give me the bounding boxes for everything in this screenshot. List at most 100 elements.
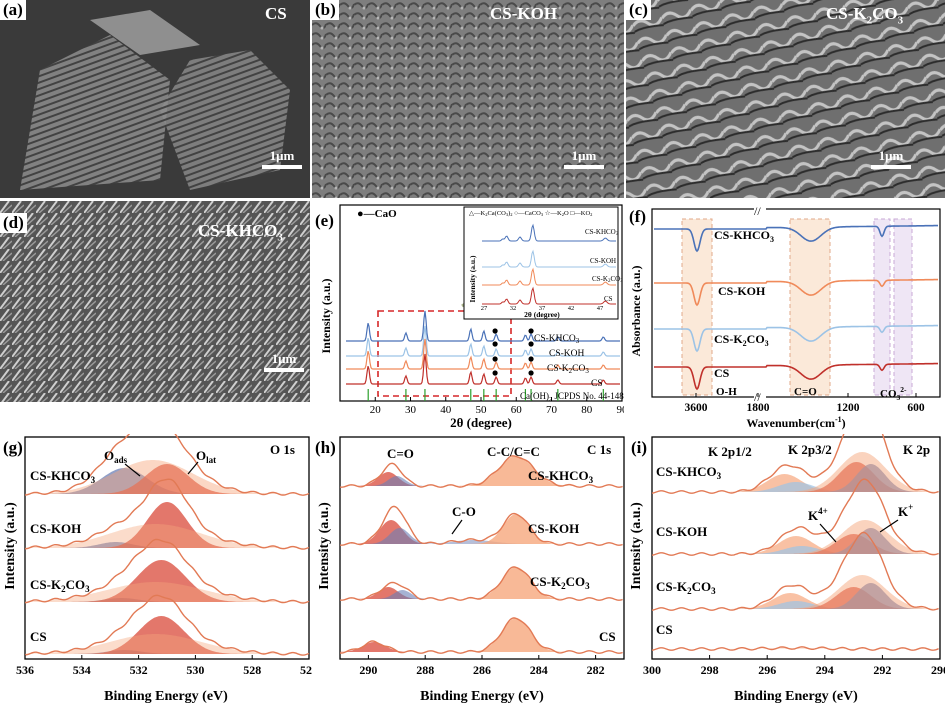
xps-iPlot-comp-2-4 <box>652 575 940 609</box>
xps-hTicks-tick-label-288: 288 <box>416 663 434 677</box>
inset-label-khco3: CS-KHCO3 <box>585 228 619 237</box>
ftir-tick-label-1800: 1800 <box>747 402 770 414</box>
panel-label-g: (g) <box>3 438 23 457</box>
ftir-band-co3b <box>893 218 913 396</box>
xps-c1s-chart: C 1s C=O C-C/C=C C-O CS-KHCO3 CS-KOH CS-… <box>317 436 625 704</box>
c1s-x-ticks: 290 288 286 284 282 <box>359 655 605 677</box>
scale-text-d: 1μm <box>271 351 297 366</box>
xps-gPlot-envelope-2 <box>24 538 310 604</box>
ftir-frame <box>651 208 941 398</box>
xrd-label-koh: CS-KOH <box>549 349 585 359</box>
inset-tick-32: 32 <box>510 305 517 312</box>
annot-olat-arrow <box>187 461 199 475</box>
sem-title-c-main: CS-K <box>826 4 867 23</box>
xps-hTicks-tick-label-286: 286 <box>473 663 491 677</box>
sem-panel-a: (a) CS 1μm <box>0 0 310 198</box>
xrd-tick-label-30: 30 <box>405 404 417 416</box>
axis-break-top <box>754 205 766 217</box>
ftir-panel-f: // // CS-KHCO3 CS-KOH CS-K2CO3 CS O-H C=… <box>626 201 945 431</box>
xps-gPlot-comp-2-1 <box>25 560 309 602</box>
o1s-label-cs: CS <box>30 629 47 644</box>
o1s-xlabel: Binding Energy (eV) <box>104 689 228 704</box>
xps-iPlot-comp-1-0 <box>652 536 940 554</box>
xrd-cao-dot-3-0 <box>492 370 498 376</box>
k2p-series-group <box>651 434 940 651</box>
xps-iPlot-envelope-3 <box>651 646 939 651</box>
xrd-reference-label: Ca(OH)2 JCPDS No. 44-1481 <box>520 391 624 403</box>
xps-iPlot-comp-0-4 <box>652 452 940 492</box>
k2p-xlabel: Binding Energy (eV) <box>734 689 858 704</box>
xps-iTicks-tick-label-294: 294 <box>816 663 834 677</box>
inset-label-koh: CS-KOH <box>590 257 616 265</box>
annot-k12: K 2p1/2 <box>708 444 752 459</box>
xps-iTicks-tick-label-300: 300 <box>643 663 661 677</box>
xps-panel-i: K 2p K 2p1/2 K 2p3/2 K4+ K+ CS-KHCO3 CS-… <box>628 434 945 705</box>
k2p-ylabel: Intensity (a.u.) <box>629 502 644 590</box>
xrd-series-CS-KOH <box>346 325 620 357</box>
panel-label-c: (c) <box>626 0 651 20</box>
sem-title-c-sub2: 3 <box>897 14 904 27</box>
xps-gPlot-envelope-1 <box>24 478 310 550</box>
panel-label-e: (e) <box>315 211 334 230</box>
xps-hPlot-envelope-0 <box>339 455 623 488</box>
xps-gPlot-envelope-0 <box>24 434 310 496</box>
xrd-series-CS-KHCO3 <box>346 310 620 342</box>
xps-gTicks-tick-label-530: 530 <box>186 663 204 677</box>
inset-label-cs: CS <box>604 295 613 303</box>
c1s-label-koh: CS-KOH <box>528 521 579 536</box>
xrd-series-group <box>346 310 620 385</box>
annot-k1: K+ <box>898 502 913 519</box>
ftir-series-CS-K2CO3 <box>654 324 938 353</box>
xrd-tick-label-80: 80 <box>581 404 593 416</box>
inset-tick-47: 47 <box>597 305 604 312</box>
ftir-label-koh: CS-KOH <box>718 284 766 298</box>
k2p-x-ticks: 300 298 296 294 292 290 <box>643 655 945 677</box>
xrd-inset-series-1 <box>482 249 616 268</box>
xrd-xlabel: 2θ (degree) <box>450 415 512 430</box>
panel-label-i: (i) <box>631 438 648 457</box>
xps-gPlot-envelope-3 <box>24 594 310 656</box>
xrd-cao-dot-3-1 <box>528 370 534 376</box>
ftir-xlabel: Wavenumber(cm-1) <box>746 415 845 430</box>
ftir-band-oh <box>681 218 713 396</box>
xrd-chart: 20 30 40 50 60 70 80 90 △—K2Ca(CO3)2 ○—CaCO3 ☆—… <box>319 204 625 430</box>
xps-hPlot-comp-2-1 <box>340 590 624 599</box>
xrd-label-khco3: CS-KHCO3 <box>534 334 580 345</box>
ftir-tick-label-600: 600 <box>907 402 925 414</box>
annot-olat: Olat <box>196 448 216 465</box>
sem-panel-c: (c) CS-K2CO3 1μm <box>626 0 945 198</box>
xps-hPlot-comp-3-0 <box>340 642 624 652</box>
panel-label-a: (a) <box>0 0 26 20</box>
xps-hPlot-comp-0-1 <box>340 476 624 486</box>
scale-text-c: 1μm <box>878 148 904 163</box>
sem-panel-d: (d) CS-KHCO3 1μm <box>0 201 310 402</box>
xps-gPlot-comp-1-0 <box>25 542 309 548</box>
xrd-series-CS-K2CO3 <box>346 338 620 370</box>
xps-gPlot-comp-3-0 <box>25 650 309 654</box>
scale-text-a: 1μm <box>269 148 295 163</box>
xrd-inset-series <box>482 223 616 305</box>
sem-image-a <box>0 0 310 198</box>
sem-title-a: CS <box>265 4 287 23</box>
c1s-label-cs: CS <box>599 629 616 644</box>
sem-title-d-sub: 3 <box>277 231 283 244</box>
xps-iPlot-comp-2-1 <box>652 601 940 609</box>
annot-oads-arrow <box>124 463 141 477</box>
xrd-label-cs: CS <box>591 379 603 389</box>
sem-title-d-main: CS-KHCO <box>198 221 278 240</box>
xps-hPlot-comp-1-1 <box>340 528 624 544</box>
o1s-series-group <box>24 434 310 656</box>
ftir-x-ticks: 3600 1800 1200 600 <box>685 393 925 414</box>
xrd-tick-label-40: 40 <box>440 404 452 416</box>
xps-hTicks-tick-label-290: 290 <box>359 663 377 677</box>
sem-image-d <box>0 201 310 402</box>
xps-gTicks-tick-label-534: 534 <box>73 663 91 677</box>
xps-iTicks-tick-label-296: 296 <box>758 663 776 677</box>
xrd-tick-label-90: 90 <box>617 404 625 416</box>
xps-gPlot-comp-2-2 <box>25 582 309 602</box>
xps-iPlot-comp-1-4 <box>652 520 940 554</box>
sem-title-c: CS-K2CO3 <box>826 4 903 26</box>
ftir-series-CS-KOH <box>654 278 938 307</box>
annot-co: C-O <box>452 504 476 519</box>
panel-label-f: (f) <box>629 207 646 226</box>
